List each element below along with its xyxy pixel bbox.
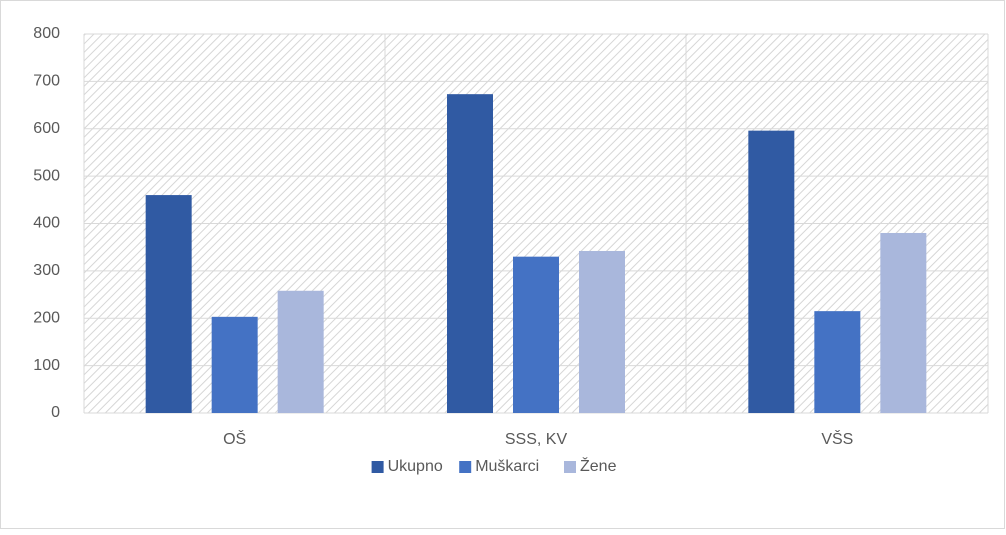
y-tick-label: 700 <box>33 73 60 90</box>
legend-label: Muškarci <box>475 458 539 475</box>
y-tick-label: 400 <box>33 215 60 232</box>
bar <box>447 94 493 413</box>
bar <box>277 290 324 413</box>
bar <box>748 130 795 413</box>
bar <box>880 232 927 413</box>
x-tick-label: VŠS <box>821 429 853 448</box>
x-tick-label: SSS, KV <box>505 431 568 448</box>
bar <box>513 256 559 413</box>
bar <box>211 316 258 413</box>
legend-swatch <box>564 461 576 473</box>
y-tick-label: 600 <box>33 120 60 137</box>
y-tick-label: 300 <box>33 262 60 279</box>
x-tick-label: OŠ <box>223 429 246 448</box>
legend-label: Žene <box>580 456 617 475</box>
y-tick-label: 0 <box>51 404 60 421</box>
bar <box>579 250 625 413</box>
legend-swatch <box>459 461 472 473</box>
y-tick-label: 800 <box>33 25 60 42</box>
legend-swatch <box>371 461 384 473</box>
y-tick-label: 200 <box>33 309 60 326</box>
bar <box>814 311 861 413</box>
y-tick-label: 500 <box>33 167 60 184</box>
legend-label: Ukupno <box>388 458 443 475</box>
bar <box>145 195 192 413</box>
y-tick-label: 100 <box>33 357 60 374</box>
